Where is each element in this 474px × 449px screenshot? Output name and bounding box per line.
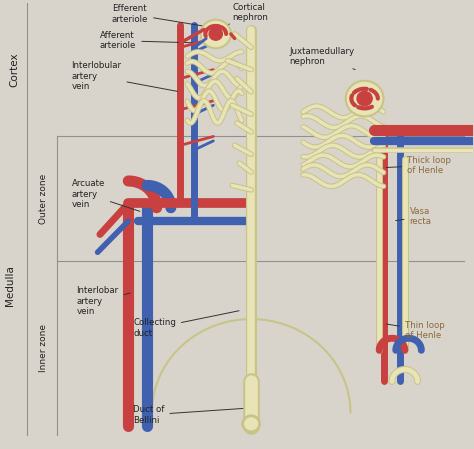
Text: Outer zone: Outer zone xyxy=(39,174,48,224)
Text: Interlobar
artery
vein: Interlobar artery vein xyxy=(76,286,130,316)
Text: Medulla: Medulla xyxy=(5,265,15,306)
Text: Vasa
recta: Vasa recta xyxy=(396,207,431,226)
Text: Afferent
arteriole: Afferent arteriole xyxy=(100,31,194,50)
Circle shape xyxy=(357,92,372,106)
Text: Cortical
nephron: Cortical nephron xyxy=(228,3,268,25)
Circle shape xyxy=(209,28,222,40)
Text: Thick loop
of Henle: Thick loop of Henle xyxy=(386,156,451,175)
Circle shape xyxy=(201,20,231,48)
Text: Duct of
Bellini: Duct of Bellini xyxy=(133,405,244,425)
Text: Juxtamedullary
nephron: Juxtamedullary nephron xyxy=(289,47,355,70)
Text: Efferent
arteriole: Efferent arteriole xyxy=(112,4,208,27)
Text: Collecting
duct: Collecting duct xyxy=(133,311,239,338)
Text: Thin loop
of Henle: Thin loop of Henle xyxy=(386,321,445,340)
Text: Inner zone: Inner zone xyxy=(39,324,48,372)
Text: Cortex: Cortex xyxy=(10,52,20,87)
Circle shape xyxy=(243,416,260,432)
Text: Arcuate
artery
vein: Arcuate artery vein xyxy=(72,180,140,211)
Text: Interlobular
artery
vein: Interlobular artery vein xyxy=(72,62,178,92)
Circle shape xyxy=(346,81,383,116)
